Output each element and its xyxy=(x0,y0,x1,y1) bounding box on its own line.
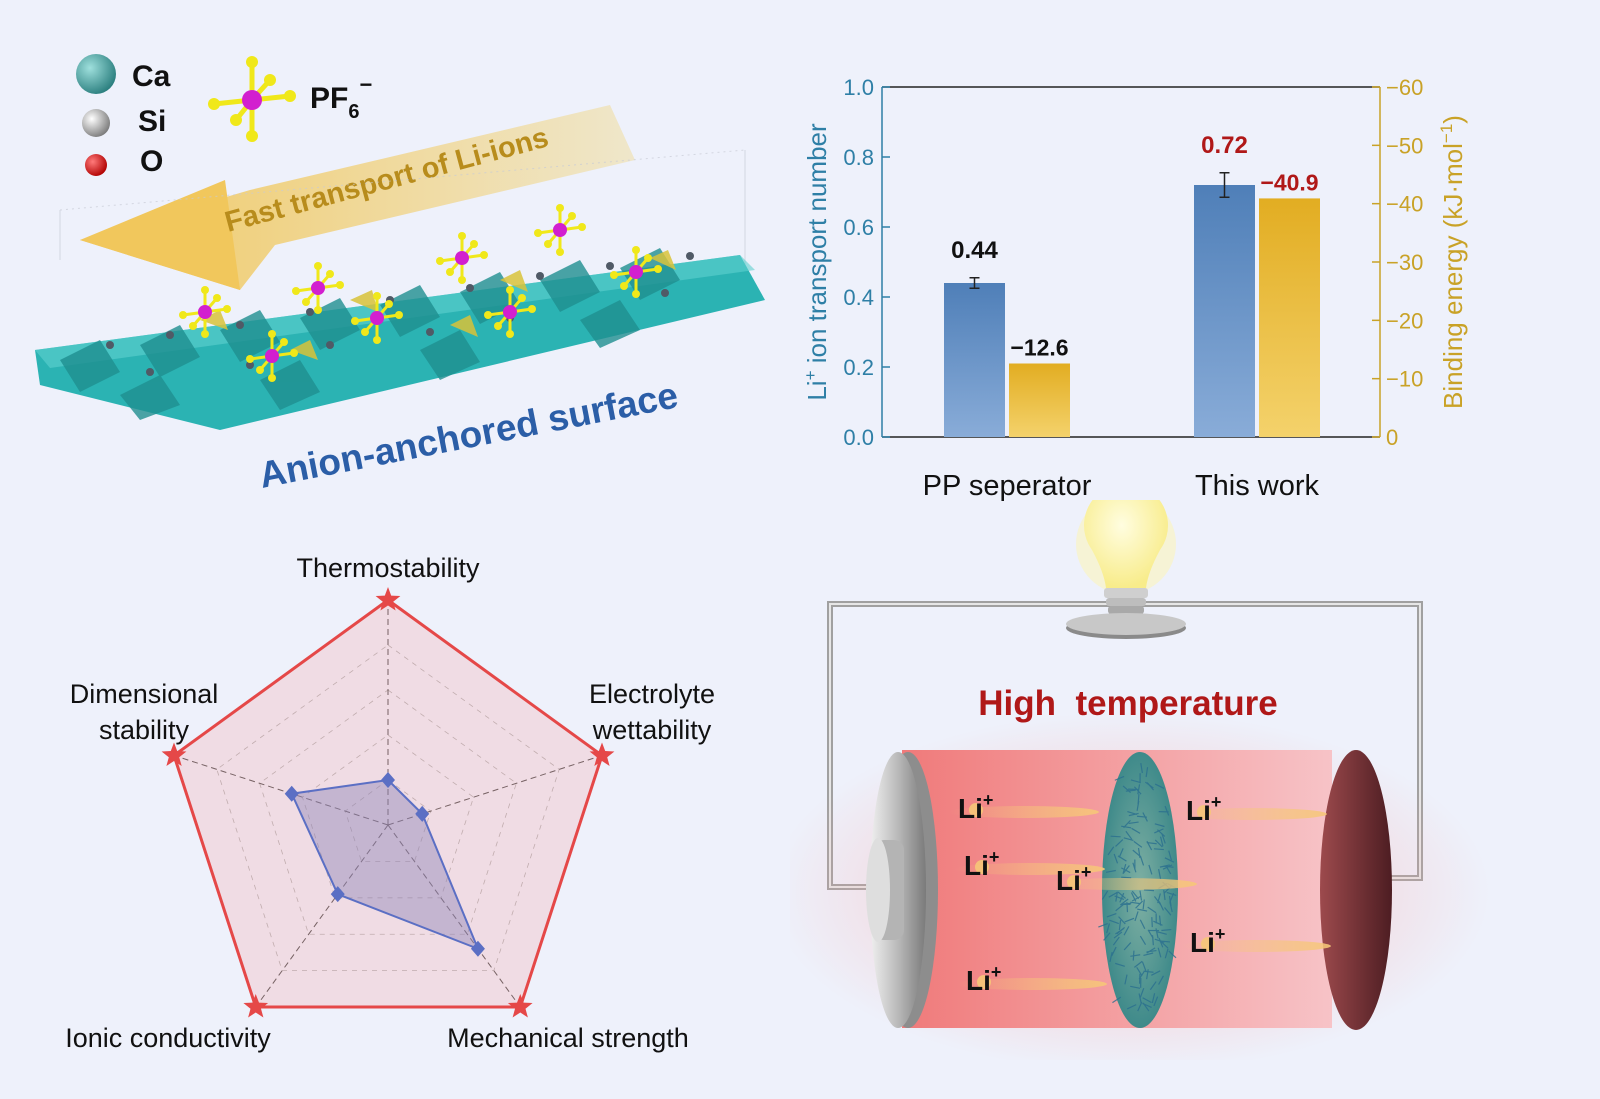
radar-grid-ring xyxy=(259,689,517,935)
o-atom-icon xyxy=(85,154,107,176)
y-tick-label-left: 1.0 xyxy=(843,75,874,100)
y-tick-label-right: 0 xyxy=(1386,425,1398,450)
structure-illustration: Ca Si O PF6− Fast transport of Li-ions xyxy=(35,54,765,496)
x-category-label: This work xyxy=(1195,470,1320,502)
li-ion-label: Li+ xyxy=(1186,792,1221,826)
ca-atom-icon xyxy=(76,54,116,94)
radar-axis-label: Ionic conductivity xyxy=(65,1023,271,1053)
radar-star-marker xyxy=(243,994,269,1018)
li-ion: Li+ xyxy=(1177,792,1327,826)
radar-axis-label: Thermostability xyxy=(296,553,480,583)
anchored-anions xyxy=(179,204,662,382)
radar-star-marker xyxy=(589,742,615,766)
radar-star-marker xyxy=(375,587,401,611)
li-ion: Li+ xyxy=(1047,862,1197,896)
li-ion: Li+ xyxy=(955,847,1105,881)
radar-grid-ring xyxy=(344,779,432,862)
bar-binding-energy xyxy=(1009,363,1070,437)
y-tick-label-right: −30 xyxy=(1386,250,1423,275)
legend-ca-label: Ca xyxy=(132,60,171,93)
y-tick-label-right: −50 xyxy=(1386,133,1423,158)
y-axis-right-title: Binding energy (kJ·mol−1) xyxy=(1437,115,1468,409)
li-ion-label: Li+ xyxy=(966,962,1001,996)
radar-spoke xyxy=(255,824,389,1008)
legend-pf6-label: PF6− xyxy=(310,72,372,123)
battery-illustration: High temperature Li+Li+Li+Li+Li+Li+ xyxy=(790,500,1490,1060)
y-tick-label-left: 0.2 xyxy=(843,355,874,380)
pf6-anion xyxy=(534,204,586,256)
li-ion-label: Li+ xyxy=(958,790,993,824)
radar-series-pp-separator xyxy=(290,778,480,951)
si-atom-icon xyxy=(82,109,110,137)
pf6-anion xyxy=(292,262,344,314)
y-tick-label-right: −60 xyxy=(1386,75,1423,100)
bar-transport-number xyxy=(1194,185,1255,437)
radar-spoke xyxy=(387,824,521,1008)
li-ion: Li+ xyxy=(957,962,1107,996)
pf6-molecule-icon xyxy=(208,56,296,142)
y-tick-label-right: −40 xyxy=(1386,192,1423,217)
pf6-anion xyxy=(484,286,536,338)
y-axis-left-title: Li+ ion transport number xyxy=(801,123,832,401)
li-ion-label: Li+ xyxy=(1190,924,1225,958)
radar-grid-ring xyxy=(301,734,475,899)
y-tick-label-left: 0.0 xyxy=(843,425,874,450)
value-label-binding: −12.6 xyxy=(1010,335,1068,361)
crystal-slab xyxy=(35,248,765,430)
property-radar-chart: Thermostability Electrolyte wettability Mec… xyxy=(65,553,715,1053)
y-tick-label-left: 0.4 xyxy=(843,285,874,310)
bar-binding-energy xyxy=(1259,198,1320,437)
radar-star-marker xyxy=(161,742,187,766)
radar-spoke xyxy=(387,754,603,826)
separator-membrane xyxy=(1098,752,1178,1028)
radar-axis-label: Electrolyte wettability xyxy=(589,679,715,745)
y-tick-label-left: 0.6 xyxy=(843,215,874,240)
radar-series-this-work xyxy=(172,598,604,1009)
radar-axis-label: Mechanical strength xyxy=(447,1023,689,1053)
pf6-anion xyxy=(351,292,403,344)
radar-spoke xyxy=(173,754,389,826)
radar-diamond-marker xyxy=(284,785,299,802)
radar-diamond-marker xyxy=(381,772,395,788)
transport-bar-chart: 0.0 0.2 0.4 0.6 0.8 1.0 0 −10 −20 −30 −40 −50 −60 Li+… xyxy=(801,75,1468,502)
pf6-anion xyxy=(610,246,662,298)
y-tick-label-right: −20 xyxy=(1386,308,1423,333)
radar-diamond-marker xyxy=(415,805,430,822)
radar-grid-ring xyxy=(216,644,560,972)
y-tick-label-right: −10 xyxy=(1386,367,1423,392)
legend-si-label: Si xyxy=(138,105,166,138)
li-ion: Li+ xyxy=(949,790,1099,824)
radar-axis-label: Dimensional stability xyxy=(70,679,219,745)
li-ion-label: Li+ xyxy=(964,847,999,881)
bar-transport-number xyxy=(944,283,1005,437)
radar-diamond-marker xyxy=(470,940,485,957)
value-label-binding: −40.9 xyxy=(1260,169,1318,195)
pf6-anion xyxy=(179,286,231,338)
value-label-transport: 0.72 xyxy=(1201,132,1248,159)
light-bulb-icon xyxy=(1066,500,1186,639)
pf6-anion xyxy=(436,232,488,284)
value-label-transport: 0.44 xyxy=(951,237,998,264)
li-ions: Li+ Li+ Li+ Li+ Li+ Li+ xyxy=(949,790,1331,996)
radar-star-marker xyxy=(507,994,533,1018)
legend-o-label: O xyxy=(140,145,163,178)
y-tick-label-left: 0.8 xyxy=(843,145,874,170)
pf6-anion xyxy=(246,330,298,382)
li-ion-label: Li+ xyxy=(1056,862,1091,896)
radar-diamond-marker xyxy=(330,886,345,903)
legend: Ca Si O PF6− xyxy=(76,54,372,178)
li-ion: Li+ xyxy=(1181,924,1331,958)
x-category-label: PP seperator xyxy=(923,470,1092,502)
